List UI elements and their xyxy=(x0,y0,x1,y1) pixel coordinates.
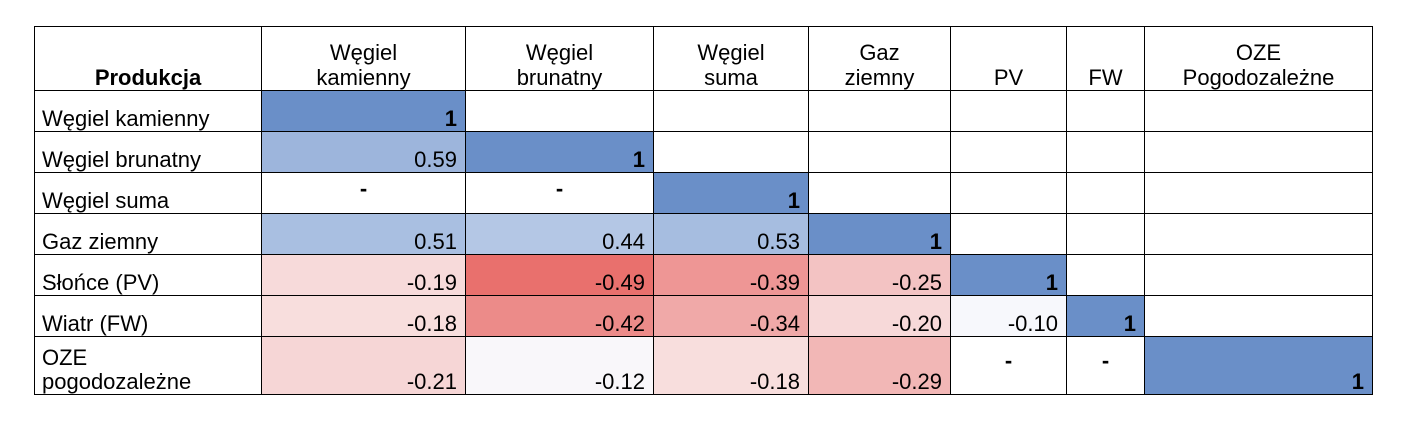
correlation-table: Produkcja Węgiel kamienny Węgiel brunatny … xyxy=(34,26,1373,395)
correlation-cell: 1 xyxy=(808,213,951,255)
column-header-wegiel-kamienny: Węgiel kamienny xyxy=(261,26,466,91)
row-header: Słońce (PV) xyxy=(34,254,262,296)
row-header: OZE pogodozależne xyxy=(34,336,262,395)
table-row: Gaz ziemny 0.51 0.44 0.53 1 xyxy=(34,213,1373,255)
correlation-cell: 0.53 xyxy=(653,213,809,255)
correlation-cell: - xyxy=(261,172,466,214)
correlation-cell: 0.59 xyxy=(261,131,466,173)
corner-header: Produkcja xyxy=(34,26,262,91)
correlation-cell: - xyxy=(465,172,654,214)
row-header: Węgiel kamienny xyxy=(34,90,262,132)
row-header: Wiatr (FW) xyxy=(34,295,262,337)
correlation-cell: 1 xyxy=(653,172,809,214)
correlation-cell: -0.34 xyxy=(653,295,809,337)
correlation-cell xyxy=(808,172,951,214)
row-header: Gaz ziemny xyxy=(34,213,262,255)
correlation-cell: -0.18 xyxy=(653,336,809,395)
correlation-cell xyxy=(950,90,1067,132)
table-row: Słońce (PV) -0.19 -0.49 -0.39 -0.25 1 xyxy=(34,254,1373,296)
row-header: Węgiel brunatny xyxy=(34,131,262,173)
correlation-cell: 1 xyxy=(1066,295,1145,337)
correlation-cell xyxy=(950,131,1067,173)
table-row: Węgiel suma - -1 xyxy=(34,172,1373,214)
correlation-cell: -0.12 xyxy=(465,336,654,395)
correlation-cell xyxy=(1066,172,1145,214)
table-row: OZE pogodozależne -0.21 -0.12 -0.18 -0.29- -1 xyxy=(34,336,1373,395)
correlation-cell xyxy=(1144,254,1373,296)
correlation-cell xyxy=(1144,172,1373,214)
correlation-cell: 1 xyxy=(1144,336,1373,395)
correlation-cell: -0.42 xyxy=(465,295,654,337)
table-row: Wiatr (FW) -0.18 -0.42 -0.34 -0.20 -0.10 1 xyxy=(34,295,1373,337)
correlation-cell xyxy=(808,90,951,132)
correlation-cell: 0.44 xyxy=(465,213,654,255)
correlation-cell: -0.25 xyxy=(808,254,951,296)
column-header-gaz-ziemny: Gaz ziemny xyxy=(808,26,951,91)
column-header-wegiel-suma: Węgiel suma xyxy=(653,26,809,91)
correlation-cell: -0.19 xyxy=(261,254,466,296)
correlation-cell: -0.21 xyxy=(261,336,466,395)
correlation-cell: -0.10 xyxy=(950,295,1067,337)
correlation-cell xyxy=(653,90,809,132)
column-header-wegiel-brunatny: Węgiel brunatny xyxy=(465,26,654,91)
correlation-cell: -0.49 xyxy=(465,254,654,296)
header-row: Produkcja Węgiel kamienny Węgiel brunatny … xyxy=(34,26,1373,91)
correlation-cell xyxy=(950,213,1067,255)
correlation-cell xyxy=(1144,213,1373,255)
correlation-cell: 0.51 xyxy=(261,213,466,255)
correlation-cell: -0.29 xyxy=(808,336,951,395)
correlation-cell: 1 xyxy=(950,254,1067,296)
correlation-cell xyxy=(1066,254,1145,296)
correlation-cell xyxy=(653,131,809,173)
correlation-cell xyxy=(1144,90,1373,132)
column-header-oze: OZE Pogodozależne xyxy=(1144,26,1373,91)
correlation-cell: -0.39 xyxy=(653,254,809,296)
correlation-cell xyxy=(465,90,654,132)
table-row: Węgiel brunatny 0.59 1 xyxy=(34,131,1373,173)
correlation-cell xyxy=(808,131,951,173)
correlation-cell: -0.20 xyxy=(808,295,951,337)
correlation-cell: 1 xyxy=(261,90,466,132)
correlation-cell: - xyxy=(1066,336,1145,395)
column-header-pv: PV xyxy=(950,26,1067,91)
correlation-cell: - xyxy=(950,336,1067,395)
correlation-cell xyxy=(950,172,1067,214)
correlation-cell xyxy=(1144,131,1373,173)
row-header: Węgiel suma xyxy=(34,172,262,214)
correlation-cell xyxy=(1066,90,1145,132)
correlation-cell: -0.18 xyxy=(261,295,466,337)
correlation-cell xyxy=(1066,131,1145,173)
correlation-cell xyxy=(1144,295,1373,337)
column-header-fw: FW xyxy=(1066,26,1145,91)
correlation-cell: 1 xyxy=(465,131,654,173)
correlation-cell xyxy=(1066,213,1145,255)
table-row: Węgiel kamienny 1 xyxy=(34,90,1373,132)
